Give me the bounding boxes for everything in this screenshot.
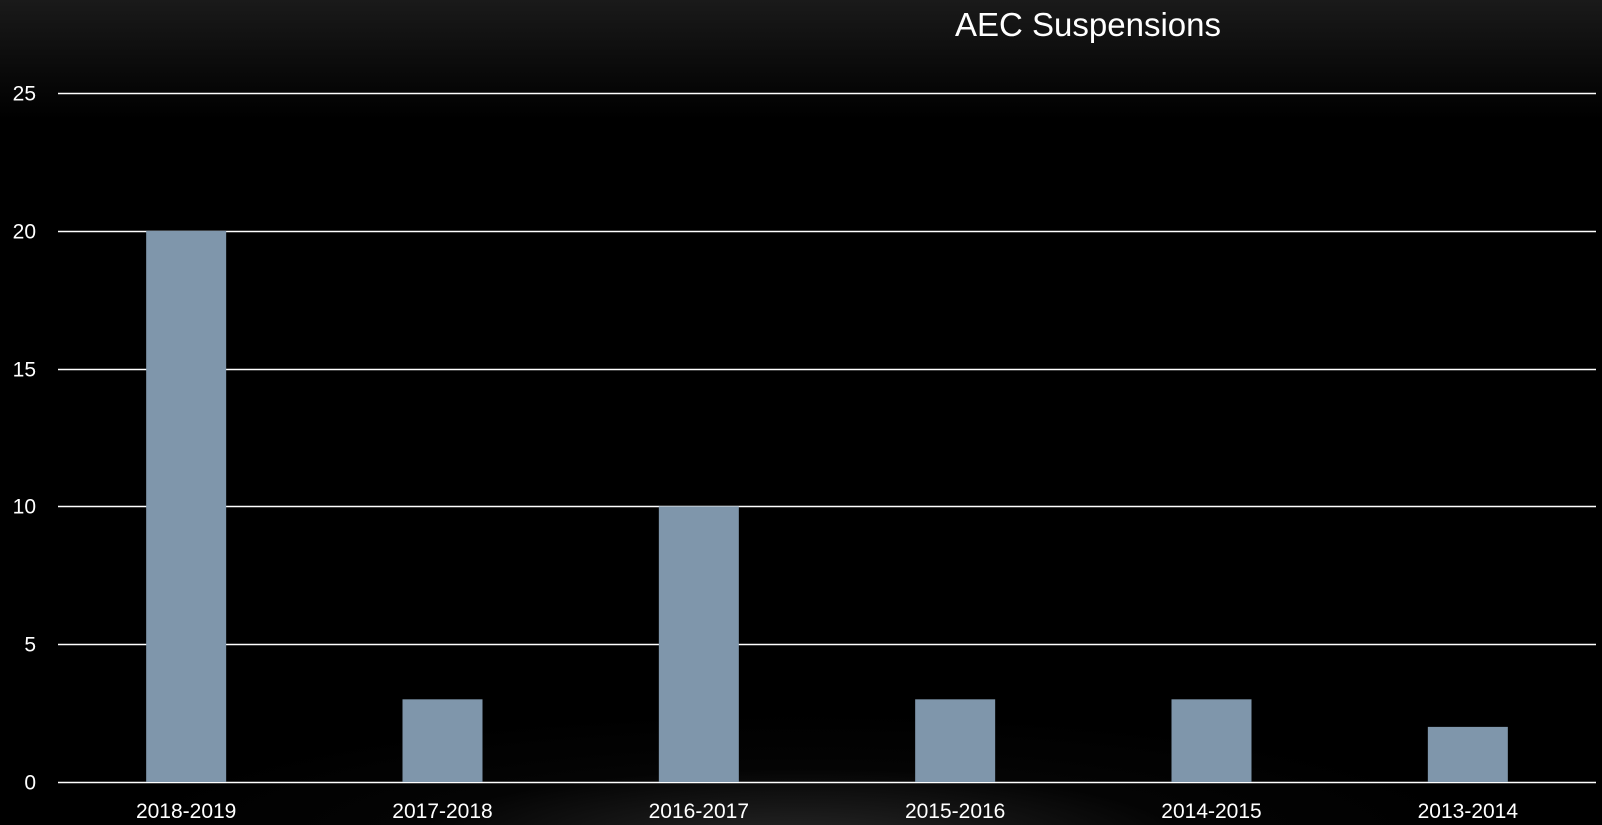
- y-tick-label: 10: [13, 496, 36, 519]
- y-axis-ticks: 0 5 10 15 20 25: [13, 83, 36, 795]
- x-tick-label: 2018-2019: [136, 800, 236, 823]
- bar: [1427, 726, 1508, 782]
- bar: [915, 699, 996, 782]
- x-tick-label: 2014-2015: [1161, 800, 1261, 823]
- x-axis-ticks: 2018-2019 2017-2018 2016-2017 2015-2016 2014…: [136, 800, 1518, 823]
- chart-title: AEC Suspensions: [955, 6, 1221, 43]
- y-tick-label: 25: [13, 83, 36, 106]
- y-tick-label: 15: [13, 359, 36, 382]
- x-tick-label: 2013-2014: [1418, 800, 1519, 823]
- y-tick-label: 0: [24, 772, 36, 795]
- x-tick-label: 2015-2016: [905, 800, 1005, 823]
- bars: [146, 230, 1508, 783]
- x-tick-label: 2017-2018: [392, 800, 492, 823]
- bar: [1171, 699, 1252, 782]
- x-tick-label: 2016-2017: [649, 800, 749, 823]
- bar: [658, 506, 739, 782]
- bar: [402, 699, 483, 782]
- gridlines: [58, 92, 1596, 784]
- y-tick-label: 20: [13, 221, 36, 244]
- bar: [146, 230, 227, 783]
- y-tick-label: 5: [24, 634, 36, 657]
